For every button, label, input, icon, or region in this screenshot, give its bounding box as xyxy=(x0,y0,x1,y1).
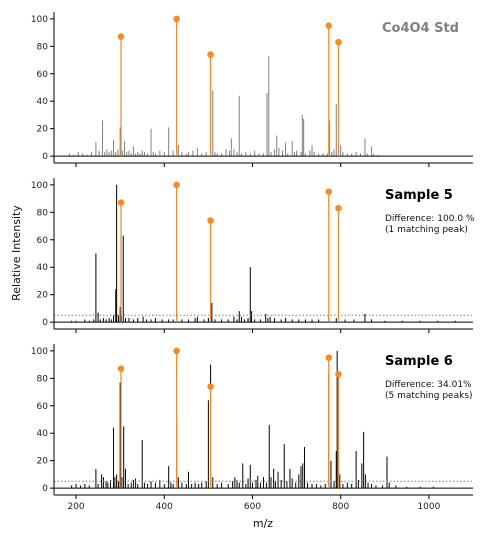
reference-marker xyxy=(117,199,125,207)
reference-marker xyxy=(173,347,180,355)
x-tick-label: 600 xyxy=(244,502,261,512)
reference-marker xyxy=(335,38,342,46)
y-tick-label: 100 xyxy=(31,15,48,25)
y-tick-label: 40 xyxy=(37,97,49,107)
reference-marker xyxy=(207,51,214,58)
x-tick-label: 1000 xyxy=(417,502,440,512)
panel-annotation: Difference: 34.01% xyxy=(385,380,472,390)
panel-title: Sample 6 xyxy=(385,354,453,369)
panel-annotation: (5 matching peaks) xyxy=(385,391,473,401)
x-axis-label: m/z xyxy=(253,517,273,530)
panel-title: Co4O4 Std xyxy=(382,21,459,36)
y-tick-label: 0 xyxy=(42,318,48,328)
reference-marker xyxy=(117,365,125,373)
panel-3: 0 20 40 60 80 100 200 400 600 800 1000 Sample 6 Diff… xyxy=(31,344,473,512)
y-tick-label: 20 xyxy=(37,125,49,135)
reference-marker xyxy=(173,181,180,189)
reference-marker xyxy=(207,217,214,224)
reference-marker xyxy=(335,204,342,212)
panel-annotation: Difference: 100.0 % xyxy=(385,214,475,224)
y-axis-label: Relative Intensity xyxy=(10,205,23,301)
reference-marker xyxy=(173,15,180,23)
reference-marker xyxy=(325,22,333,30)
x-tick-label: 400 xyxy=(156,502,173,512)
panel-1: 0 20 40 60 80 100 Co4O4 Std xyxy=(31,12,473,167)
panel-annotation: (1 matching peak) xyxy=(385,225,468,235)
y-tick-label: 60 xyxy=(37,70,49,80)
y-tick-label: 80 xyxy=(37,374,49,384)
x-tick-label: 200 xyxy=(67,502,84,512)
y-tick-label: 100 xyxy=(31,181,48,191)
reference-marker xyxy=(207,383,214,390)
y-tick-label: 0 xyxy=(42,152,48,162)
y-tick-label: 40 xyxy=(37,429,49,439)
panels: 0 20 40 60 80 100 Co4O4 Std 0 20 40 60 80 100 Sample … xyxy=(31,12,475,512)
y-tick-label: 80 xyxy=(37,208,49,218)
reference-marker xyxy=(325,354,333,362)
y-tick-label: 20 xyxy=(37,291,49,301)
reference-marker xyxy=(325,188,333,196)
y-tick-label: 60 xyxy=(37,402,49,412)
y-tick-label: 100 xyxy=(31,347,48,357)
reference-marker xyxy=(335,370,342,378)
y-tick-label: 80 xyxy=(37,42,49,52)
y-tick-label: 20 xyxy=(37,457,49,467)
panel-title: Sample 5 xyxy=(385,188,453,203)
y-tick-label: 60 xyxy=(37,236,49,246)
panel-2: 0 20 40 60 80 100 Sample 5 Difference: 100.0 %(… xyxy=(31,178,475,333)
y-tick-label: 0 xyxy=(42,484,48,494)
reference-marker xyxy=(117,33,125,41)
y-tick-label: 40 xyxy=(37,263,49,273)
x-tick-label: 800 xyxy=(332,502,349,512)
